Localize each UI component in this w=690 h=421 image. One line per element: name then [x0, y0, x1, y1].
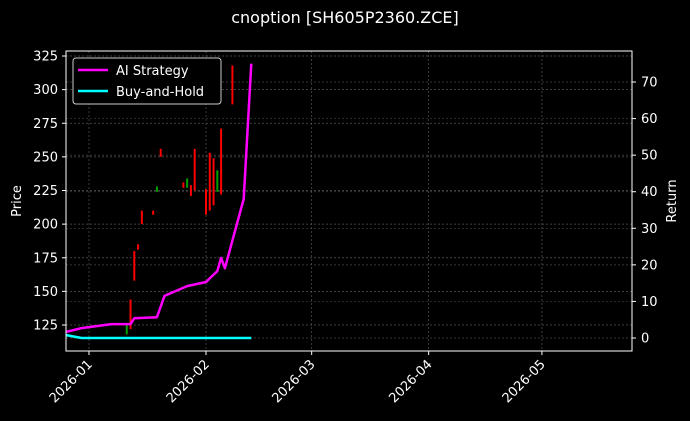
legend: AI Strategy Buy-and-Hold: [72, 57, 222, 105]
x-tick-label: 2026-01: [47, 357, 96, 406]
y-tick-label: 250: [33, 150, 58, 165]
y2-tick-label: 70: [641, 76, 658, 91]
x-axis: 2026-01 2026-02 2026-03 2026-04 2026-05: [47, 351, 549, 406]
right-y-axis: 0 10 20 30 40 50 60 70: [632, 76, 658, 347]
chart-title: cnoption [SH605P2360.ZCE]: [231, 8, 459, 27]
y-tick-label: 275: [33, 117, 58, 132]
y2-tick-label: 10: [641, 295, 658, 310]
price-candles: [125, 65, 234, 335]
y-tick-label: 325: [33, 50, 58, 65]
legend-buy-and-hold-label: Buy-and-Hold: [116, 85, 204, 100]
y2-tick-label: 50: [641, 149, 658, 164]
x-tick-label: 2026-03: [269, 357, 318, 406]
legend-box: [72, 57, 222, 105]
return-lines: [66, 63, 253, 340]
plot-frame: [65, 50, 633, 352]
y-tick-label: 200: [33, 218, 58, 233]
buy-and-hold-line: [66, 333, 252, 340]
left-y-axis: 125 150 175 200 225 250 275 300 325: [33, 50, 66, 334]
x-tick-label: 2026-04: [386, 357, 435, 406]
y2-tick-label: 60: [641, 112, 658, 127]
y-tick-label: 225: [33, 184, 58, 199]
y2-tick-label: 30: [641, 222, 658, 237]
y2-tick-label: 40: [641, 185, 658, 200]
ai-strategy-line: [66, 63, 253, 334]
y2-tick-label: 20: [641, 258, 658, 273]
legend-ai-strategy-label: AI Strategy: [116, 64, 189, 79]
y-tick-label: 175: [33, 251, 58, 266]
y-tick-label: 150: [33, 285, 58, 300]
x-tick-label: 2026-02: [164, 357, 213, 406]
y2-axis-label: Return: [665, 179, 680, 222]
y-tick-label: 125: [33, 319, 58, 334]
y-axis-label: Price: [10, 185, 25, 217]
y2-tick-label: 0: [641, 332, 649, 347]
x-tick-label: 2026-05: [500, 357, 549, 406]
y-tick-label: 300: [33, 83, 58, 98]
